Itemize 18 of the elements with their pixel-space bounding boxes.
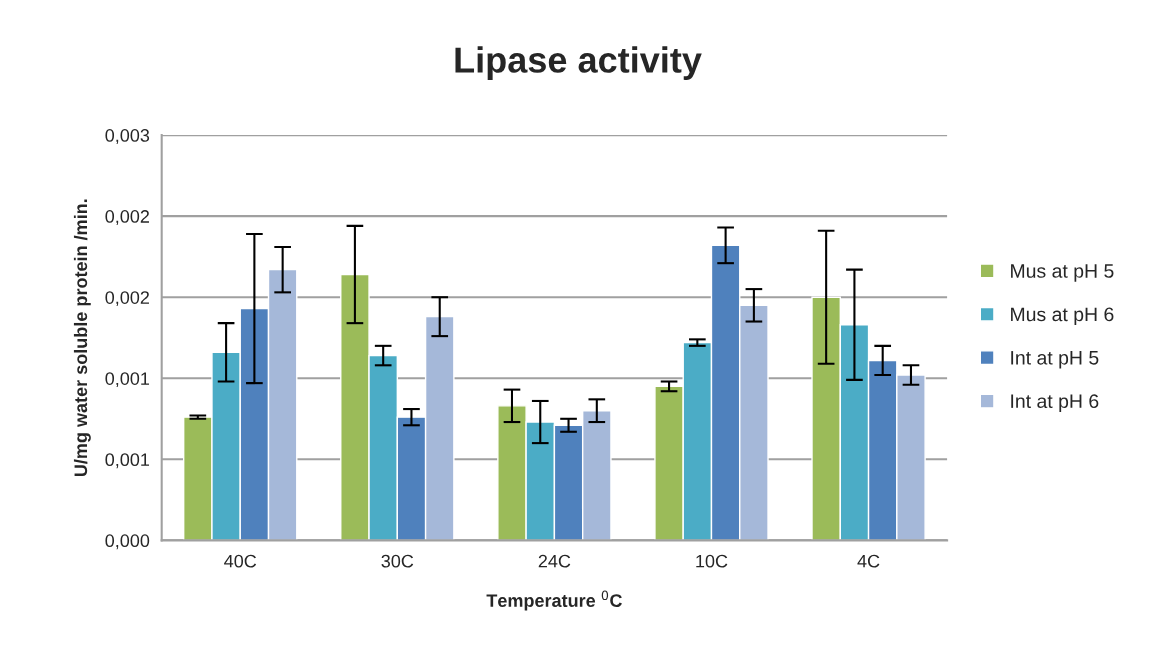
y-tick-label: 0,002 xyxy=(105,210,149,225)
x-tick-label: 24C xyxy=(538,554,571,568)
y-tick-label: 0,000 xyxy=(105,534,150,550)
x-tick-label: 4C xyxy=(857,554,880,568)
y-tick-label: 0,001 xyxy=(105,453,150,469)
legend-label: Mus at pH 5 xyxy=(1011,264,1114,282)
legend-label: Int at pH 6 xyxy=(1011,394,1099,412)
legend-label: Int at pH 5 xyxy=(1011,351,1099,369)
x-tick-label: 40C xyxy=(224,554,257,568)
x-axis-title: Temperature $^{0}$C xyxy=(486,590,622,611)
legend-label: Mus at pH 6 xyxy=(1011,307,1114,326)
chart-title: Lipase activity xyxy=(455,46,702,80)
y-tick-label: 0,002 xyxy=(105,291,149,307)
x-tick-label: 30C xyxy=(381,554,414,568)
y-axis-title: U/mg water soluble protein /min. xyxy=(73,199,91,477)
y-tick-label: 0,003 xyxy=(105,129,150,144)
x-tick-label: 10C xyxy=(696,554,728,568)
y-tick-label: 0,001 xyxy=(105,372,150,388)
